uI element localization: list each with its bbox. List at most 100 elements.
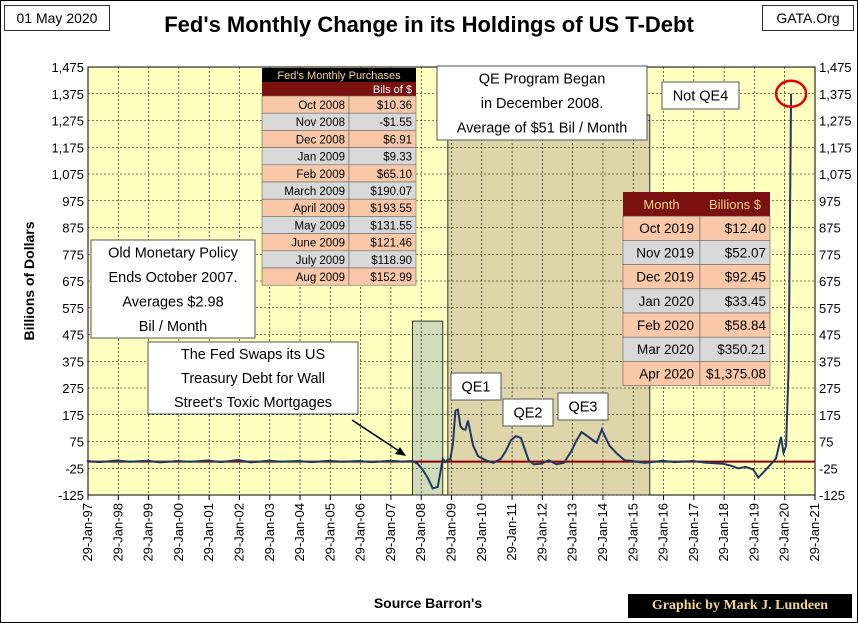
y-tick-label-right: -125 [819,488,845,503]
y-axis-label: Billions of Dollars [21,221,37,340]
table-2008-value: $190.07 [370,186,412,198]
y-tick-label-left: 1,475 [51,60,84,75]
x-tick-label: 29-Jan-03 [262,503,277,562]
x-tick-label: 29-Jan-14 [595,503,610,562]
qe-program-note-text: in December 2008. [481,96,604,112]
fed-swap-note-text: Treasury Debt for Wall [181,371,325,387]
x-tick-label: 29-Jan-15 [625,503,640,562]
old-policy-note-text: Old Monetary Policy [108,245,238,261]
table-2008-month: Aug 2009 [296,272,345,284]
table-2019-value: $58.84 [725,318,767,333]
qe-program-note-text: QE Program Began [479,71,606,87]
series-line [86,93,793,490]
table-2008-value: $118.90 [371,255,412,267]
swap-arrow-line [351,419,403,454]
table-2019-cell [699,288,771,314]
y-tick-label-right: 1,375 [819,87,852,102]
table-2019-value: $350.21 [717,342,766,357]
y-tick-label-right: 1,475 [819,60,852,75]
y-tick-label-left: 475 [62,328,84,343]
not-qe4-label-text: Not QE4 [673,89,729,105]
y-tick-label-left: 1,375 [51,87,84,102]
qe1-label-box [450,372,502,401]
y-tick-label-left: 575 [62,301,84,316]
x-tick-label: 29-Jan-98 [110,503,125,562]
y-tick-label-right: -25 [819,461,838,476]
y-tick-label-right: 775 [819,247,841,262]
y-tick-label-right: 875 [819,221,841,236]
y-tick-label-left: 775 [62,247,84,262]
x-tick-label: 29-Jan-16 [656,503,671,562]
not-qe4-label-box [661,81,740,110]
table-2019-cell [699,215,771,241]
table-2008-month: Feb 2009 [296,169,345,181]
table-2019-month: Dec 2019 [636,270,694,285]
y-tick-label-left: 1,075 [51,167,84,182]
y-tick-label-right: 575 [819,301,841,316]
x-tick-label: 29-Jan-21 [807,503,822,562]
x-tick-label: 29-Jan-06 [353,503,368,562]
x-tick-label: 29-Jan-97 [80,503,95,562]
qe3-label-text: QE3 [568,400,597,416]
qe-shaded-region [447,114,651,496]
table-2019-header: Billions $ [709,197,762,212]
table-2019-cell [622,336,701,362]
table-2008-cell [348,267,417,286]
table-2008-month: Dec 2008 [296,134,345,146]
table-2008-month: Jan 2009 [298,152,345,164]
table-2019-month: Apr 2020 [639,366,694,381]
x-tick-label: 29-Jan-01 [201,503,216,562]
x-tick-label: 29-Jan-20 [777,503,792,562]
table-2008-title: Fed's Monthly Purchases [277,70,401,82]
qe-shaded-region [411,320,444,496]
table-2019-cell [622,240,701,265]
table-2019-cell [622,361,701,386]
table-2019-month: Oct 2019 [639,221,694,236]
x-tick-label: 29-Jan-02 [231,503,246,562]
y-tick-label-right: 175 [819,408,841,423]
fed-swap-note-text: Street's Toxic Mortgages [174,395,332,411]
table-2008-value: $121.46 [370,238,412,250]
y-tick-label-left: -25 [65,461,84,476]
table-2019-cell [699,264,771,290]
date-label: 01 May 2020 [4,5,110,31]
x-tick-label: 29-Jan-08 [413,503,428,562]
y-tick-label-left: 75 [70,435,84,450]
table-2008-month: March 2009 [284,186,345,198]
table-2019-month: Feb 2020 [637,318,694,333]
credit-label: Graphic by Mark J. Lundeen [628,594,852,618]
y-tick-label-right: 275 [819,381,841,396]
table-2019-value: $12.40 [725,221,766,236]
x-tick-label: 29-Jan-09 [444,503,459,562]
x-tick-label: 29-Jan-19 [746,503,761,562]
table-2019-value: $92.45 [725,270,766,285]
fed-swap-note-box [147,341,359,415]
qe1-label-text: QE1 [461,380,490,396]
y-tick-label-left: 875 [62,221,84,236]
x-tick-label: 29-Jan-17 [686,503,701,562]
y-tick-label-right: 475 [819,328,841,343]
table-2019-cell [699,240,771,265]
table-2008-value: $131.55 [370,220,412,232]
table-2008-value: $152.99 [370,272,412,284]
chart-title: Fed's Monthly Change in its Holdings of … [164,12,694,37]
table-2019-header-bg [623,192,770,217]
table-2008-month: Oct 2008 [298,100,345,112]
qe2-label-text: QE2 [513,406,542,422]
y-tick-label-left: 1,275 [51,114,84,129]
table-2008-value: $6.91 [383,134,412,146]
table-2019-cell [699,361,771,386]
table-2019-cell [622,312,701,338]
x-tick-label: 29-Jan-11 [504,503,519,561]
old-policy-note-text: Bil / Month [139,319,208,335]
table-2008-value: $65.10 [377,169,412,181]
table-2019-value: $1,375.08 [706,366,766,381]
table-2008-month: July 2009 [296,255,345,267]
table-2019-cell [699,312,771,338]
table-2008-value: -$1.55 [379,117,412,129]
qe-program-note-box [436,65,648,141]
table-2008-month: Nov 2008 [296,117,345,129]
table-2019-value: $33.45 [725,294,766,309]
y-tick-label-right: 1,275 [819,114,852,129]
